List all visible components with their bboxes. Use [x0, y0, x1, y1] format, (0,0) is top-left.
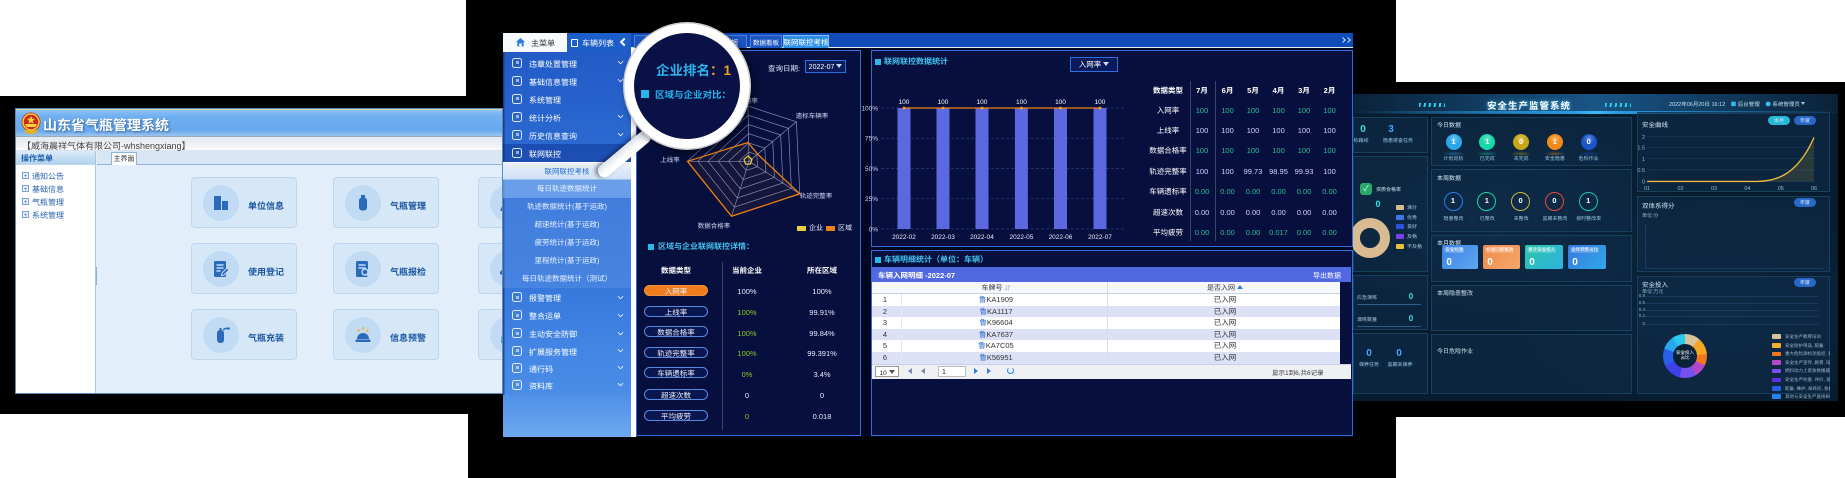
svg-text:100%: 100% — [861, 103, 878, 113]
svg-text:0%: 0% — [869, 224, 879, 234]
svg-text:06: 06 — [1811, 184, 1817, 192]
svg-text:03: 03 — [1711, 184, 1717, 192]
svg-text:05: 05 — [1778, 184, 1784, 192]
svg-text:100: 100 — [1095, 96, 1106, 106]
svg-text:100: 100 — [977, 96, 988, 106]
svg-text:75%: 75% — [865, 133, 878, 143]
svg-text:0.5: 0.5 — [1637, 166, 1645, 174]
svg-text:0: 0 — [1642, 178, 1645, 186]
svg-text:01: 01 — [1644, 184, 1650, 192]
svg-text:100: 100 — [899, 96, 910, 106]
svg-text:100: 100 — [1016, 96, 1027, 106]
svg-text:轨迹完整率: 轨迹完整率 — [800, 190, 833, 200]
svg-text:02: 02 — [1678, 184, 1684, 192]
svg-text:1.5: 1.5 — [1637, 143, 1645, 151]
svg-text:04: 04 — [1744, 184, 1750, 192]
svg-text:25%: 25% — [865, 193, 878, 203]
svg-text:2022-07: 2022-07 — [1088, 231, 1112, 241]
svg-text:2022-02: 2022-02 — [892, 231, 916, 241]
svg-text:遗标车辆率: 遗标车辆率 — [796, 110, 829, 120]
svg-text:上线率: 上线率 — [660, 154, 680, 164]
svg-text:1: 1 — [1642, 155, 1645, 163]
svg-text:2022-06: 2022-06 — [1049, 231, 1073, 241]
svg-text:2022-03: 2022-03 — [931, 231, 955, 241]
svg-text:100: 100 — [938, 96, 949, 106]
svg-text:2022-05: 2022-05 — [1009, 231, 1033, 241]
svg-text:入网率: 入网率 — [738, 95, 758, 105]
svg-text:2022-04: 2022-04 — [970, 231, 994, 241]
svg-text:数据合格率: 数据合格率 — [698, 220, 731, 230]
svg-text:100: 100 — [1055, 96, 1066, 106]
svg-text:50%: 50% — [865, 163, 878, 173]
svg-text:2: 2 — [1642, 133, 1645, 141]
